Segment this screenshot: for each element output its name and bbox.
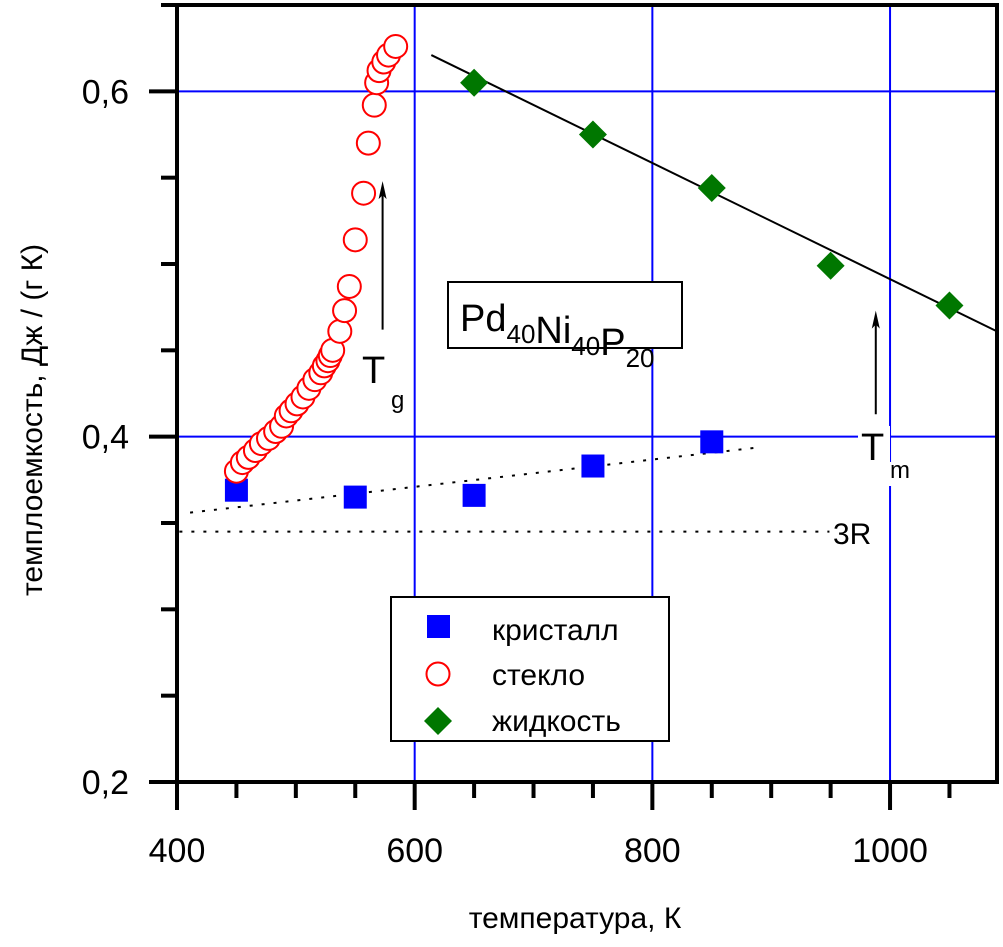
composition-box [447, 281, 683, 349]
legend-marker-square [427, 615, 450, 638]
tm-arrow-head [871, 310, 880, 329]
crystal-point [581, 454, 605, 478]
glass-point [351, 180, 377, 206]
liquid-point [816, 251, 845, 280]
tm-label-main: T [861, 427, 884, 469]
composition-element: P [600, 322, 625, 364]
x-tick-label: 400 [149, 832, 206, 870]
glass-point [383, 33, 409, 59]
tm-sub-bg [887, 462, 913, 486]
series-layer [223, 33, 964, 509]
plot-frame [175, 3, 999, 784]
crystal-point [343, 485, 367, 509]
glass-point [327, 318, 353, 344]
composition-subscript: 20 [626, 343, 655, 373]
legend: кристалл стекло жидкость [390, 596, 670, 742]
y-tick-label: 0,4 [82, 419, 129, 457]
crystal-point [224, 478, 248, 502]
composition-subscript: 40 [506, 319, 535, 349]
tg-arrow-head [378, 181, 387, 200]
glass-point [361, 92, 387, 118]
glass-point [332, 298, 358, 324]
composition-subscript: 40 [571, 331, 600, 361]
x-tick-label: 1000 [852, 832, 928, 870]
liquid-point [935, 291, 964, 320]
glass-point [355, 130, 381, 156]
glass-point [342, 227, 368, 253]
legend-label-liquid: жидкость [492, 705, 621, 738]
annotations: Pd40Ni40P20 T g T m 3R [362, 181, 913, 551]
legend-label-glass: стекло [492, 659, 585, 692]
composition-element: Pd [460, 298, 506, 340]
composition-label: Pd40Ni40P20 [460, 298, 655, 373]
x-tick-label: 600 [386, 832, 443, 870]
crystal-point [700, 430, 724, 454]
tg-label-sub: g [391, 387, 404, 414]
legend-label-crystal: кристалл [492, 614, 619, 647]
composition-element: Ni [535, 310, 571, 352]
3r-label: 3R [833, 518, 871, 551]
y-axis-title: темплоемкость, Дж / (г К) [16, 244, 49, 596]
crystal-point [462, 483, 486, 507]
x-axis-title: температура, К [469, 902, 682, 935]
tm-label-bg [858, 426, 890, 462]
axes: 400 600 800 1000 0,2 0,4 0,6 [82, 3, 999, 870]
glass-point [336, 273, 362, 299]
liquid-point [578, 120, 607, 149]
tg-label-main: T [362, 350, 385, 392]
legend-marker-circle [425, 661, 451, 687]
liquid-point [460, 68, 489, 97]
y-tick-label: 0,6 [82, 73, 129, 111]
tm-label-sub: m [890, 457, 910, 484]
legend-marker-diamond [424, 707, 452, 735]
x-tick-label: 800 [624, 832, 681, 870]
y-tick-label: 0,2 [82, 764, 129, 802]
liquid-point [697, 174, 726, 203]
